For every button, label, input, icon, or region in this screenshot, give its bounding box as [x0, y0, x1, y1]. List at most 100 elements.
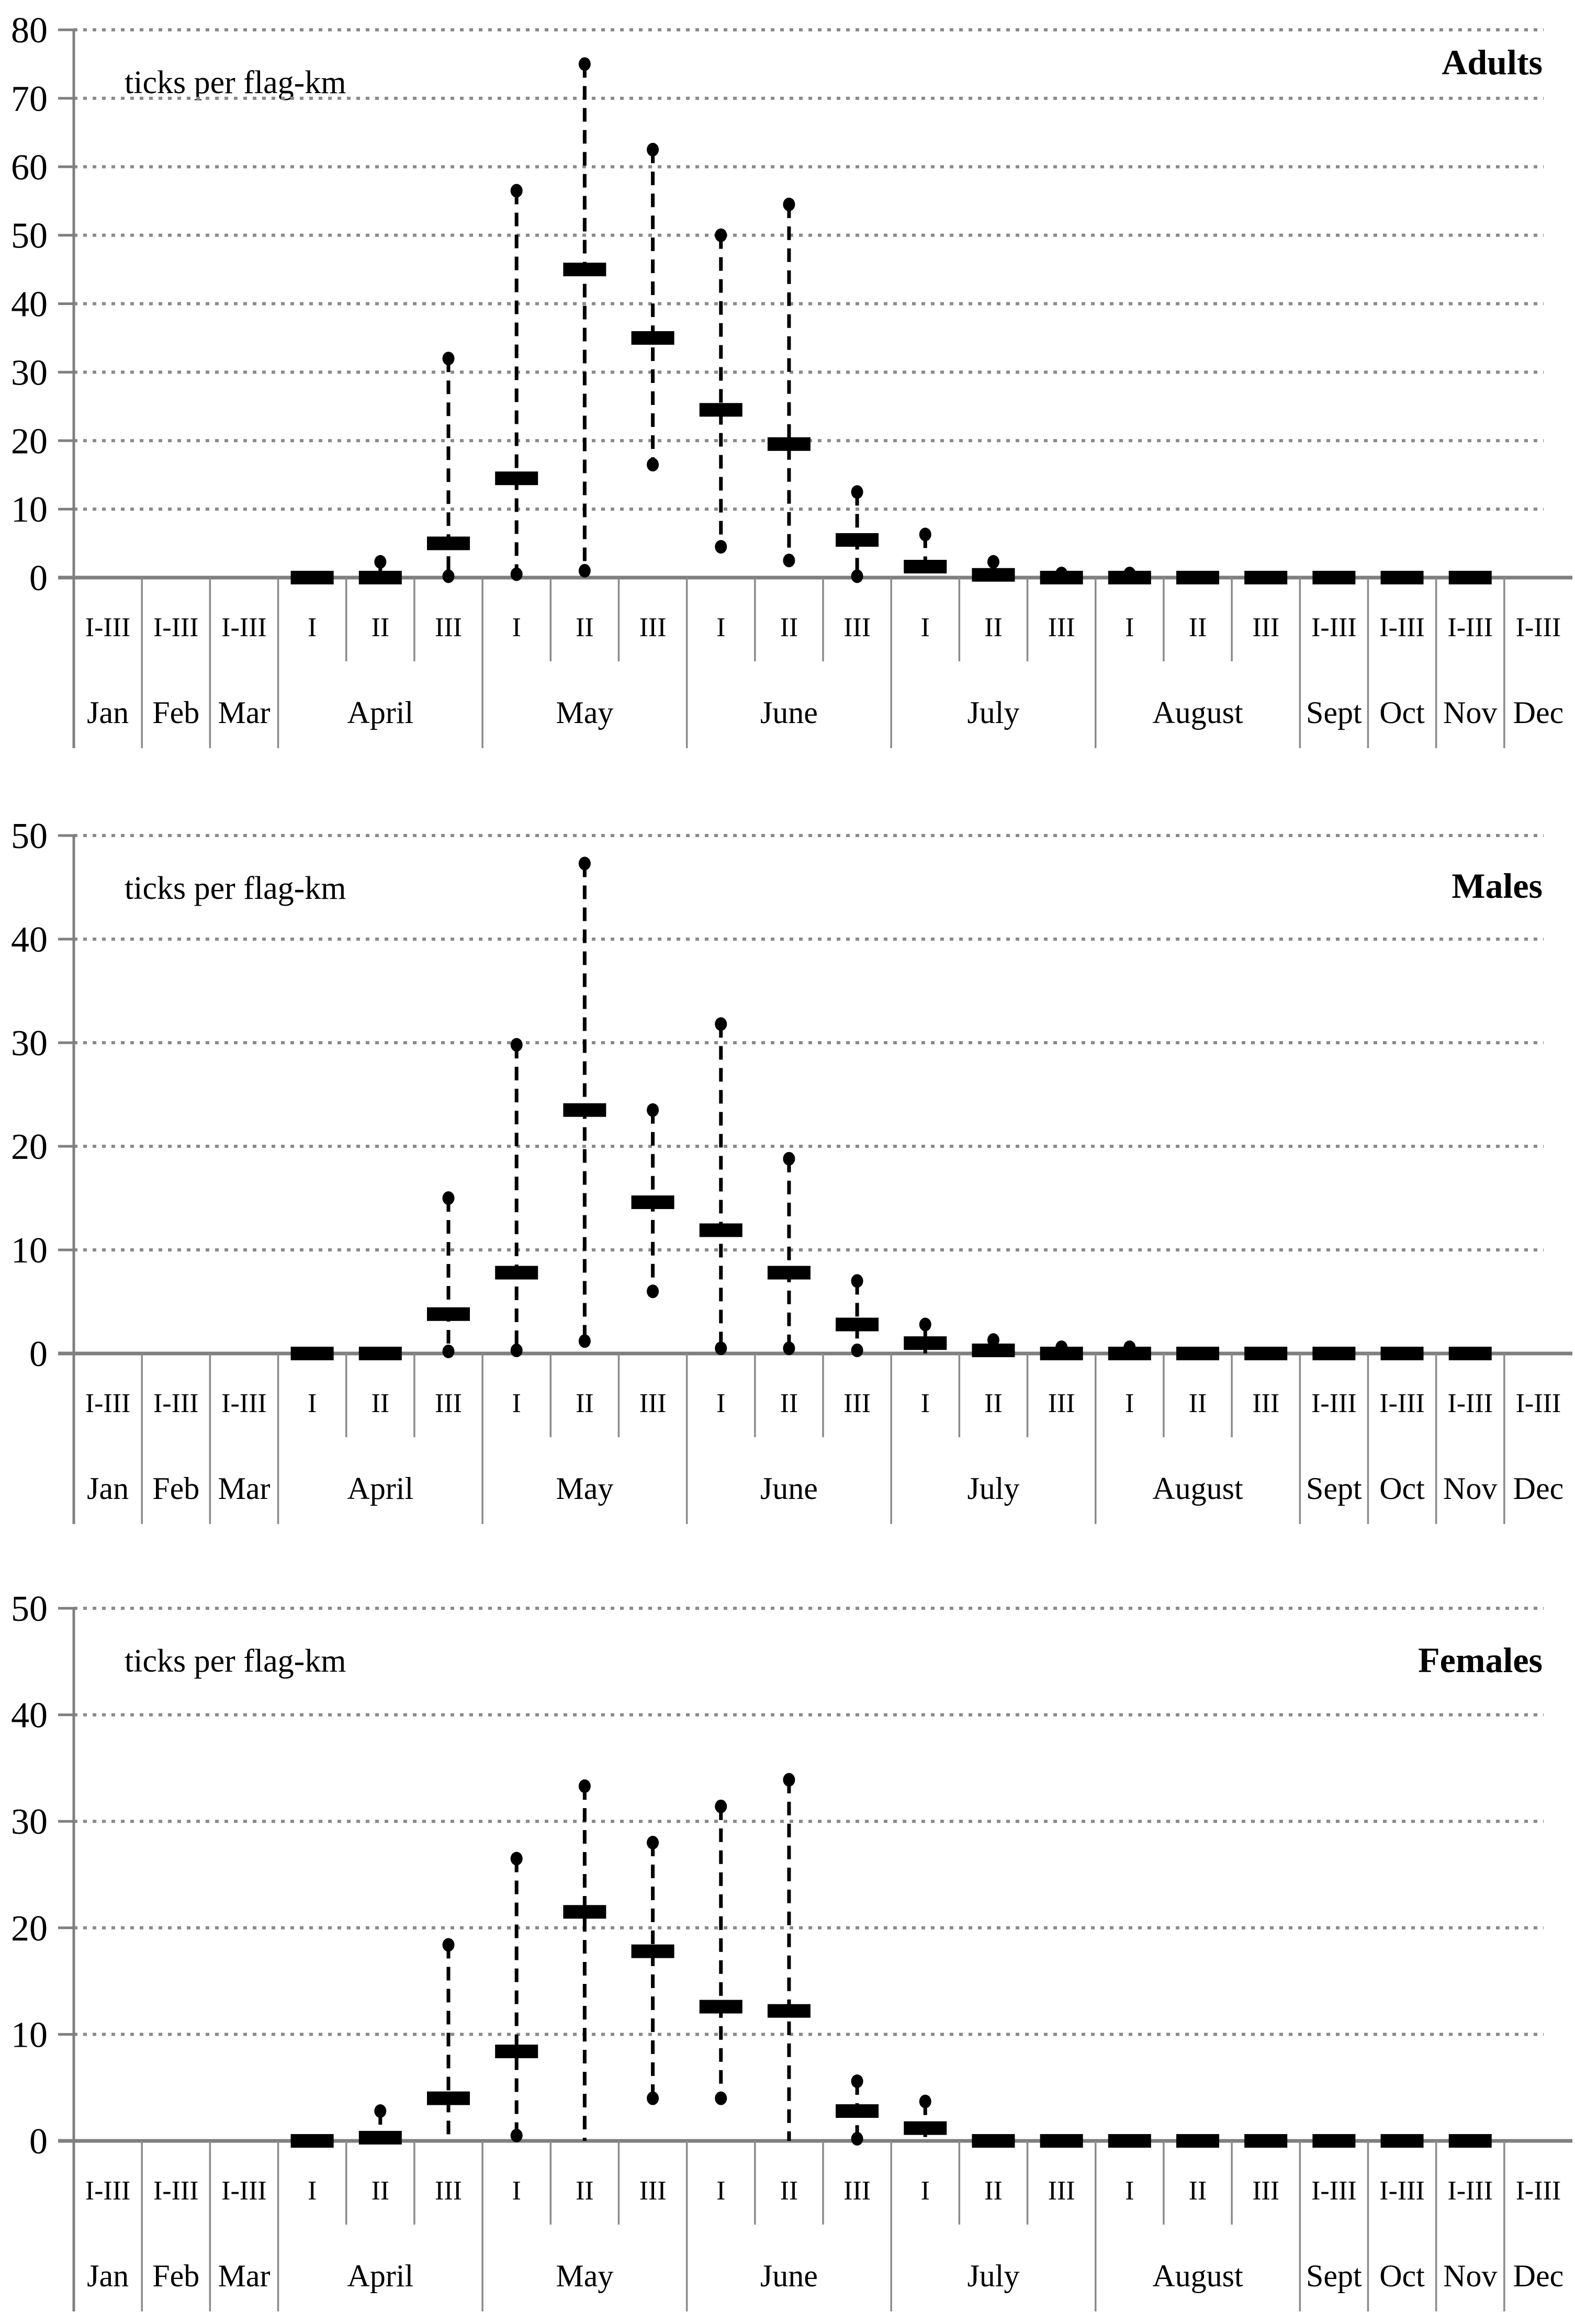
whisker-max-dot	[919, 1317, 931, 1332]
chart-title: Males	[1452, 866, 1543, 906]
decade-label: I-III	[1311, 1389, 1357, 1418]
median-bar	[290, 571, 334, 584]
y-tick-label: 40	[11, 285, 48, 325]
month-label: August	[1152, 1471, 1243, 1506]
decade-label: II	[984, 613, 1003, 642]
whisker-max-dot	[919, 527, 931, 541]
whisker-max-dot	[851, 1274, 863, 1288]
y-tick-label: 70	[11, 79, 48, 119]
decade-label: I-III	[85, 2176, 131, 2206]
decade-label: II	[371, 2176, 389, 2206]
median-bar	[1176, 1347, 1219, 1360]
whisker-max-dot	[987, 1333, 999, 1347]
y-tick-label: 20	[11, 421, 48, 461]
month-label: Mar	[218, 1471, 270, 1506]
decade-label: I	[921, 2176, 930, 2206]
month-label: Oct	[1379, 695, 1425, 730]
median-bar	[1448, 1347, 1492, 1360]
decade-label: III	[1252, 613, 1279, 642]
decade-label: III	[843, 2176, 871, 2206]
whisker-min-dot	[851, 2131, 863, 2146]
median-bar	[427, 2091, 470, 2105]
decade-label: II	[780, 1389, 798, 1418]
chart-panel-males: ticks per flag-km Males 0 10 20 30 40 50 I-III…	[0, 774, 1575, 1549]
y-tick-label: 10	[11, 2015, 48, 2055]
decade-label: II	[1189, 2176, 1207, 2206]
whisker-max-dot	[578, 1779, 591, 1793]
month-label: May	[556, 695, 613, 730]
y-tick-label: 30	[11, 353, 48, 393]
decade-label: I-III	[1447, 1389, 1493, 1418]
decade-label: I-III	[85, 1389, 131, 1418]
whisker-max-dot	[442, 1191, 455, 1205]
decade-label: I	[512, 2176, 521, 2206]
chart-panel-females: ticks per flag-km Females 0 10 20 30 40 50 I-I…	[0, 1549, 1575, 2324]
decade-label: III	[639, 1389, 667, 1418]
whisker-max-dot	[442, 352, 455, 366]
median-bar	[1176, 2134, 1219, 2148]
whisker-max-dot	[715, 1799, 727, 1813]
decade-label: II	[576, 613, 594, 642]
whisker-min-dot	[578, 563, 591, 578]
decade-label: I	[921, 1389, 930, 1418]
median-bar	[1244, 1347, 1288, 1360]
median-bar	[767, 1266, 811, 1280]
whisker-max-dot	[715, 1017, 727, 1031]
whisker-min-dot	[442, 1345, 455, 1359]
whisker-max-dot	[578, 856, 591, 871]
median-bar	[767, 2004, 811, 2018]
median-bar	[972, 568, 1015, 582]
chart-title: Adults	[1442, 42, 1543, 83]
whisker-max-dot	[851, 2074, 863, 2088]
median-bar	[1108, 1347, 1151, 1360]
median-bar	[290, 1347, 334, 1360]
whisker-max-dot	[783, 1773, 795, 1787]
month-label: Feb	[152, 695, 199, 730]
month-label: May	[556, 1471, 613, 1506]
whisker-min-dot	[510, 1344, 523, 1358]
median-bar	[1380, 2134, 1424, 2148]
decade-label: II	[371, 1389, 389, 1418]
chart-title: Females	[1418, 1640, 1543, 1680]
decade-label: III	[435, 1389, 462, 1418]
y-tick-label: 20	[11, 1909, 48, 1949]
decade-label: I	[1125, 613, 1134, 642]
month-label: Dec	[1513, 695, 1564, 730]
whisker-min-dot	[851, 569, 863, 583]
decade-label: I-III	[1447, 613, 1493, 642]
median-bar	[836, 533, 879, 547]
whisker-max-dot	[578, 57, 591, 71]
median-bar	[699, 1223, 743, 1237]
median-bar	[972, 2134, 1015, 2148]
decade-label: II	[1189, 613, 1207, 642]
whisker-min-dot	[647, 2091, 659, 2105]
y-tick-label: 50	[11, 816, 48, 856]
whisker-max-dot	[647, 143, 659, 157]
median-bar	[1040, 571, 1083, 584]
month-label: June	[760, 695, 818, 730]
whisker-max-dot	[919, 2094, 931, 2108]
median-bar	[631, 1195, 674, 1209]
y-tick-label: 40	[11, 1696, 48, 1736]
y-tick-label: 10	[11, 1231, 48, 1271]
whisker-max-dot	[510, 1037, 523, 1052]
median-bar	[1380, 1347, 1424, 1360]
decade-label: I-III	[1516, 2176, 1561, 2206]
decade-label: I	[308, 613, 317, 642]
y-tick-label: 60	[11, 148, 48, 188]
whisker-min-dot	[647, 458, 659, 472]
median-bar	[631, 1944, 674, 1958]
whisker-min-dot	[715, 1341, 727, 1356]
whisker-min-dot	[578, 1334, 591, 1348]
median-bar	[427, 536, 470, 550]
median-bar	[699, 403, 743, 417]
decade-label: III	[1048, 1389, 1075, 1418]
month-label: Sept	[1306, 695, 1362, 730]
y-tick-label: 40	[11, 920, 48, 960]
decade-label: I-III	[153, 2176, 199, 2206]
decade-label: III	[843, 1389, 871, 1418]
y-axis-unit-label: ticks per flag-km	[125, 871, 346, 906]
median-bar	[563, 263, 606, 277]
median-bar	[495, 471, 538, 486]
